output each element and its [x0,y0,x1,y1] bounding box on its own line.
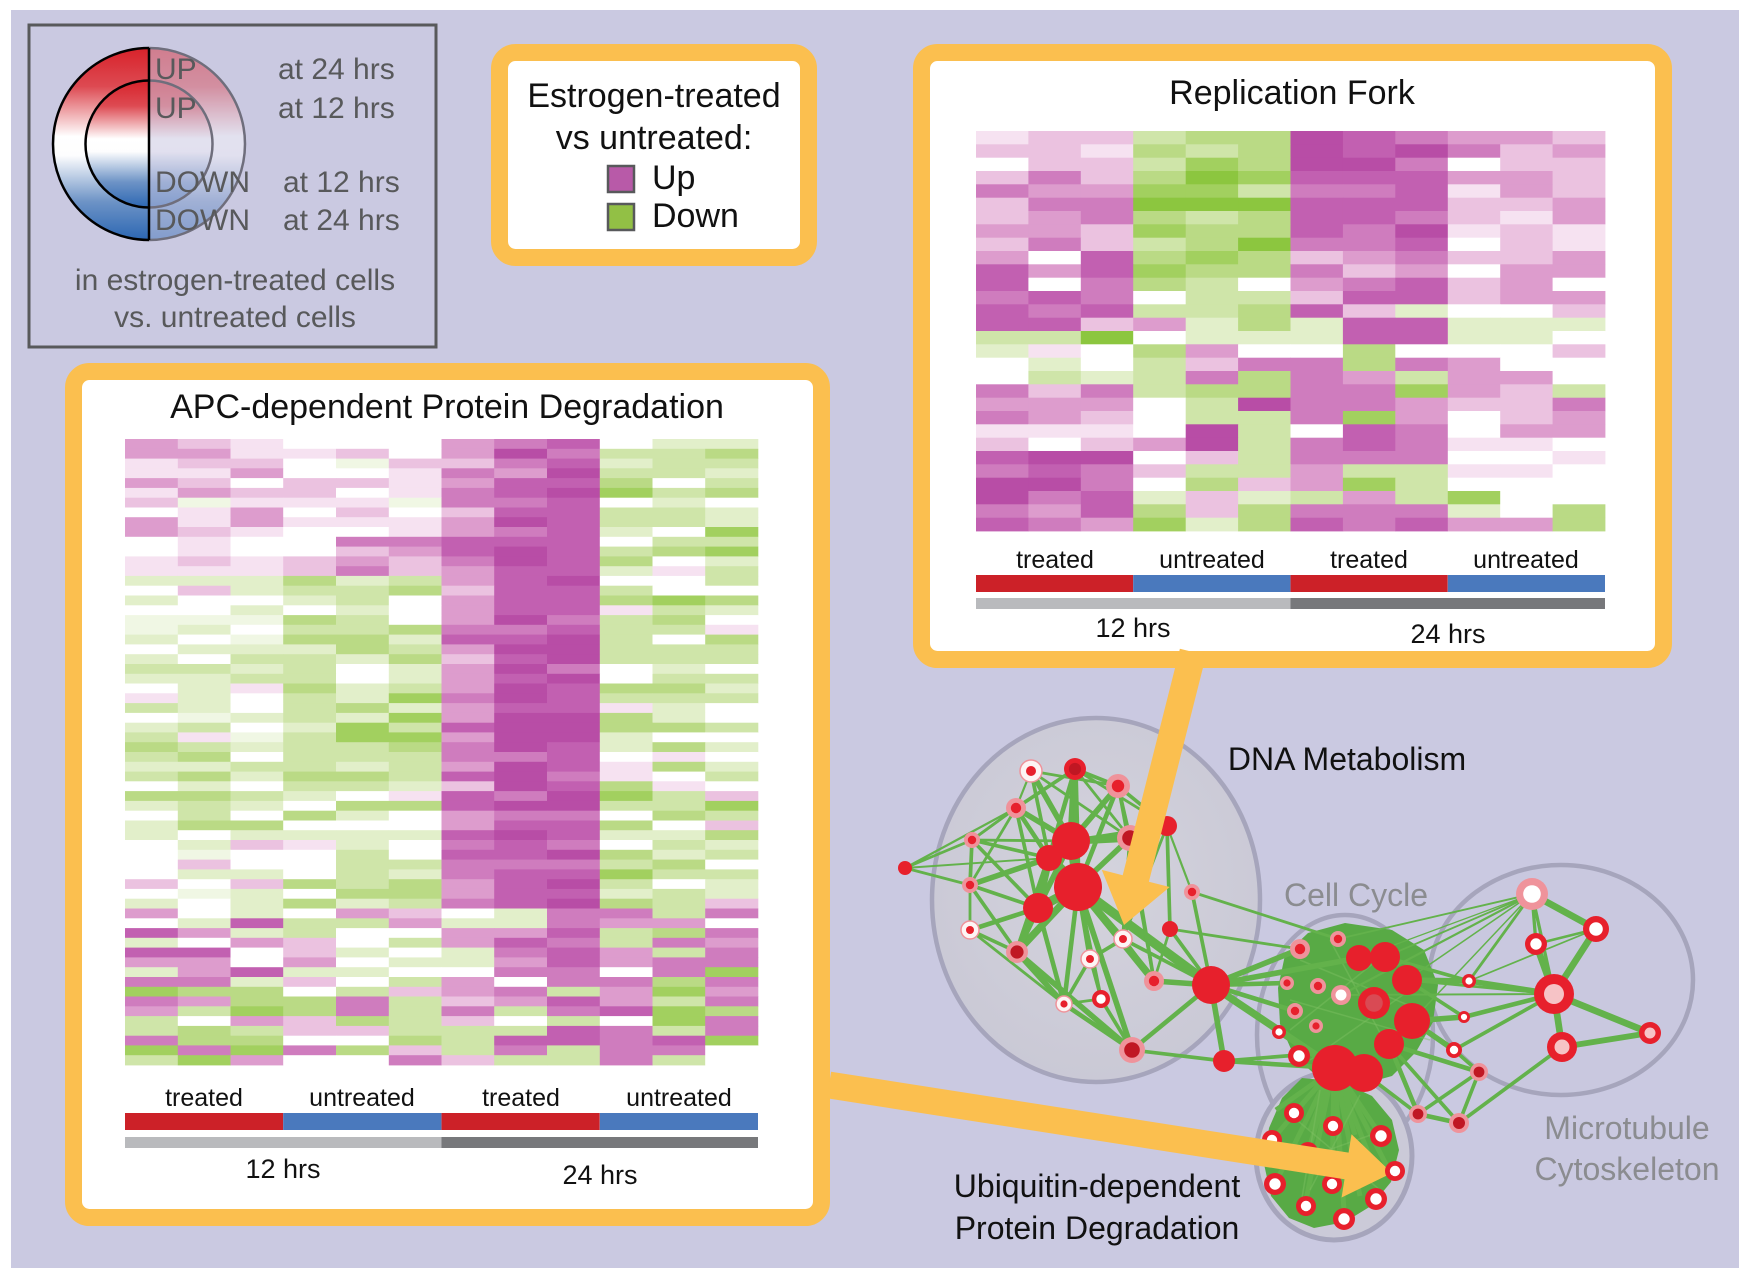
svg-text:vs. untreated cells: vs. untreated cells [114,301,356,334]
svg-text:24 hrs: 24 hrs [562,1160,637,1190]
svg-text:untreated: untreated [309,1084,415,1112]
svg-text:Estrogen-treated: Estrogen-treated [527,77,780,115]
svg-text:in estrogen-treated cells: in estrogen-treated cells [75,264,395,297]
svg-text:Protein Degradation: Protein Degradation [955,1210,1240,1246]
svg-text:Cytoskeleton: Cytoskeleton [1535,1151,1720,1187]
svg-text:24 hrs: 24 hrs [1410,619,1485,649]
svg-text:DNA Metabolism: DNA Metabolism [1228,741,1466,777]
svg-text:UP: UP [155,53,197,86]
svg-text:treated: treated [482,1084,560,1112]
svg-text:DOWN: DOWN [155,166,250,199]
svg-text:treated: treated [1330,546,1408,574]
svg-text:UP: UP [155,92,197,125]
svg-text:at 12 hrs: at 12 hrs [278,92,395,125]
svg-text:Up: Up [652,159,695,197]
svg-text:untreated: untreated [1473,546,1579,574]
svg-text:12 hrs: 12 hrs [1095,613,1170,643]
svg-text:untreated: untreated [626,1084,732,1112]
svg-text:Replication Fork: Replication Fork [1169,74,1416,112]
svg-text:APC-dependent Protein Degradat: APC-dependent Protein Degradation [170,388,724,426]
svg-text:DOWN: DOWN [155,204,250,237]
svg-text:at 24 hrs: at 24 hrs [283,204,400,237]
svg-text:Cell Cycle: Cell Cycle [1284,877,1428,913]
svg-text:at 24 hrs: at 24 hrs [278,53,395,86]
svg-text:treated: treated [165,1084,243,1112]
svg-text:12 hrs: 12 hrs [245,1154,320,1184]
svg-text:Microtubule: Microtubule [1544,1110,1709,1146]
svg-text:vs untreated:: vs untreated: [556,119,753,157]
svg-text:Ubiquitin-dependent: Ubiquitin-dependent [954,1168,1241,1204]
svg-text:treated: treated [1016,546,1094,574]
svg-text:Down: Down [652,197,739,235]
svg-text:at 12 hrs: at 12 hrs [283,166,400,199]
svg-text:untreated: untreated [1159,546,1265,574]
